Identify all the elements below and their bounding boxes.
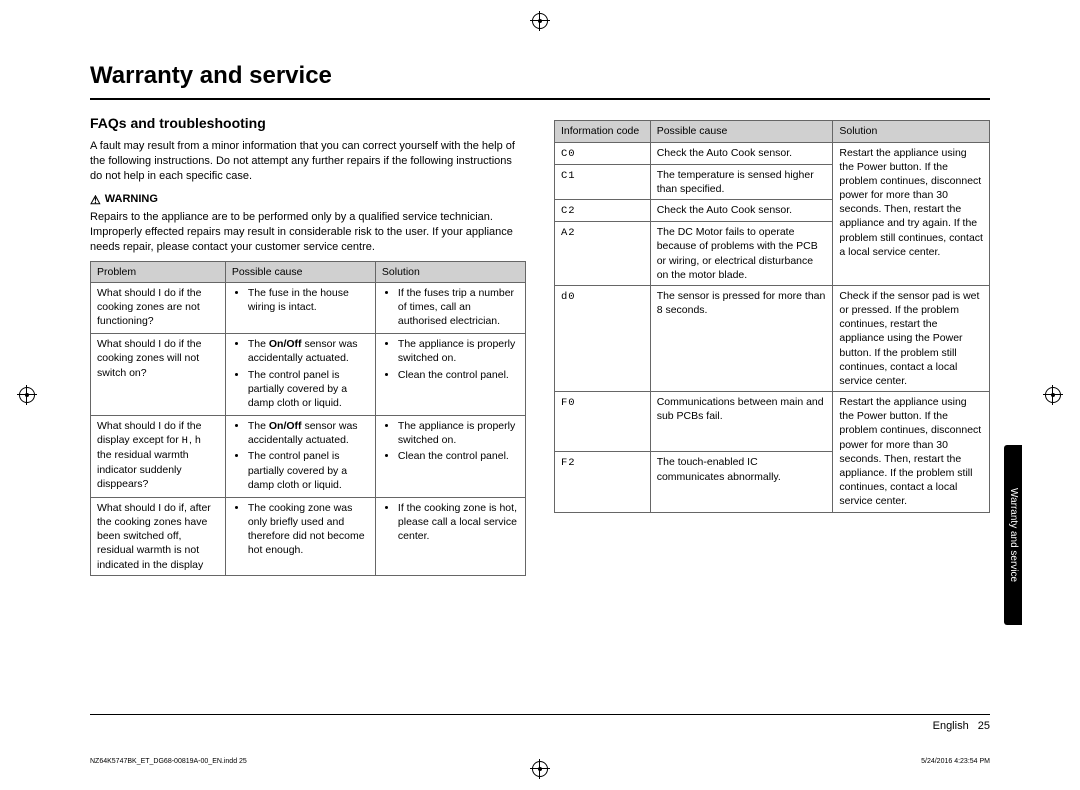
cause-cell: The DC Motor fails to operate because of… xyxy=(650,222,833,286)
table-row: C0Check the Auto Cook sensor.Restart the… xyxy=(555,142,990,164)
solution-cell: If the cooking zone is hot, please call … xyxy=(375,497,525,575)
cause-cell: The touch-enabled IC communicates abnorm… xyxy=(650,452,833,512)
problem-cell: What should I do if the cooking zones ar… xyxy=(91,282,226,334)
cause-cell: The On/Off sensor was accidentally actua… xyxy=(225,416,375,498)
cause-cell: The cooking zone was only briefly used a… xyxy=(225,497,375,575)
information-code-table: Information codePossible causeSolution C… xyxy=(554,120,990,512)
code-cell: F0 xyxy=(555,392,651,452)
table-row: d0The sensor is pressed for more than 8 … xyxy=(555,285,990,391)
document-page: Warranty and service FAQs and troublesho… xyxy=(0,0,1080,790)
table-header: Possible cause xyxy=(650,121,833,142)
two-column-layout: FAQs and troubleshooting A fault may res… xyxy=(90,114,990,575)
code-cell: C2 xyxy=(555,200,651,222)
page-title: Warranty and service xyxy=(90,60,990,100)
cause-cell: Check the Auto Cook sensor. xyxy=(650,142,833,164)
table-header: Solution xyxy=(375,261,525,282)
section-subheading: FAQs and troubleshooting xyxy=(90,114,526,133)
table-row: F0Communications between main and sub PC… xyxy=(555,392,990,452)
left-column: FAQs and troubleshooting A fault may res… xyxy=(90,114,526,575)
solution-cell: If the fuses trip a number of times, cal… xyxy=(375,282,525,334)
warning-icon: ⚠ xyxy=(90,192,101,208)
code-cell: C0 xyxy=(555,142,651,164)
solution-cell: The appliance is properly switched on.Cl… xyxy=(375,416,525,498)
table-header: Problem xyxy=(91,261,226,282)
solution-cell: Restart the appliance using the Power bu… xyxy=(833,142,990,285)
solution-cell: The appliance is properly switched on.Cl… xyxy=(375,334,525,416)
section-tab: Warranty and service xyxy=(1004,445,1022,625)
warning-heading: ⚠ WARNING xyxy=(90,192,526,208)
table-row: What should I do if, after the cooking z… xyxy=(91,497,526,575)
code-cell: d0 xyxy=(555,285,651,391)
troubleshooting-table: ProblemPossible causeSolution What shoul… xyxy=(90,261,526,576)
table-row: What should I do if the cooking zones ar… xyxy=(91,282,526,334)
table-row: What should I do if the cooking zones wi… xyxy=(91,334,526,416)
solution-cell: Restart the appliance using the Power bu… xyxy=(833,392,990,512)
table-header: Information code xyxy=(555,121,651,142)
warning-label: WARNING xyxy=(105,192,158,207)
code-cell: A2 xyxy=(555,222,651,286)
cause-cell: The temperature is sensed higher than sp… xyxy=(650,164,833,199)
table-header: Possible cause xyxy=(225,261,375,282)
imprint-file: NZ64K5747BK_ET_DG68-00819A-00_EN.indd 25 xyxy=(90,757,247,766)
footer-language: English xyxy=(933,720,969,732)
cause-cell: The sensor is pressed for more than 8 se… xyxy=(650,285,833,391)
code-cell: F2 xyxy=(555,452,651,512)
warning-paragraph: Repairs to the appliance are to be perfo… xyxy=(90,210,526,255)
cause-cell: Check the Auto Cook sensor. xyxy=(650,200,833,222)
intro-paragraph: A fault may result from a minor informat… xyxy=(90,139,526,184)
imprint-timestamp: 5/24/2016 4:23:54 PM xyxy=(921,757,990,766)
cause-cell: Communications between main and sub PCBs… xyxy=(650,392,833,452)
footer-page-number: 25 xyxy=(978,720,990,732)
table-header: Solution xyxy=(833,121,990,142)
right-column: Information codePossible causeSolution C… xyxy=(554,114,990,575)
problem-cell: What should I do if, after the cooking z… xyxy=(91,497,226,575)
problem-cell: What should I do if the display except f… xyxy=(91,416,226,498)
problem-cell: What should I do if the cooking zones wi… xyxy=(91,334,226,416)
imprint-line: NZ64K5747BK_ET_DG68-00819A-00_EN.indd 25… xyxy=(90,757,990,766)
cause-cell: The fuse in the house wiring is intact. xyxy=(225,282,375,334)
cause-cell: The On/Off sensor was accidentally actua… xyxy=(225,334,375,416)
table-row: What should I do if the display except f… xyxy=(91,416,526,498)
page-footer: English 25 xyxy=(90,714,990,734)
code-cell: C1 xyxy=(555,164,651,199)
solution-cell: Check if the sensor pad is wet or presse… xyxy=(833,285,990,391)
